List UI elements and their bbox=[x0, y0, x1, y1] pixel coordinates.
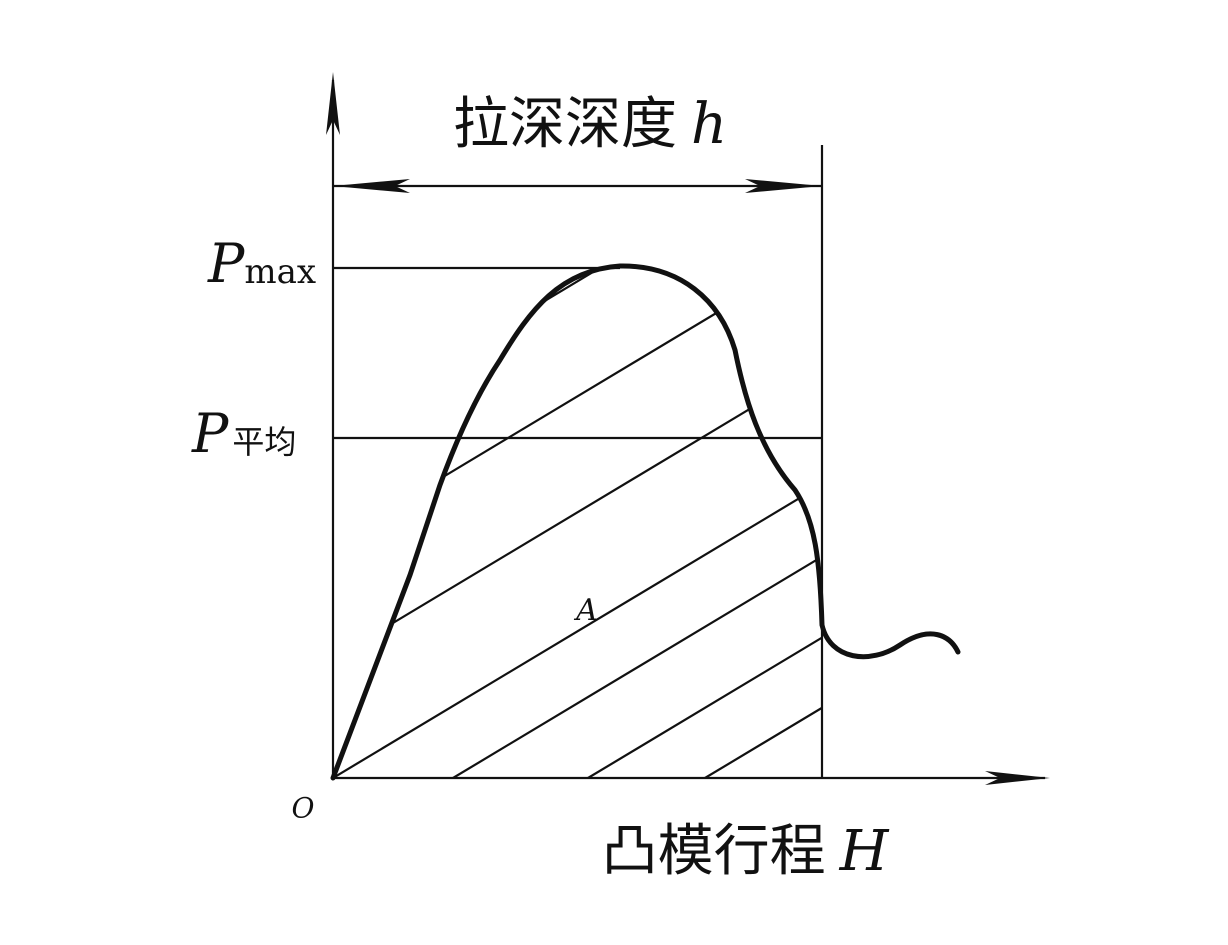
origin-label: O bbox=[292, 792, 315, 825]
x-axis-label: 凸模行程 H bbox=[602, 819, 890, 884]
dimension-arrow bbox=[745, 179, 822, 193]
title: 拉深深度 h bbox=[453, 92, 727, 157]
title-text: 拉深深度 bbox=[453, 92, 677, 157]
p-symbol: P bbox=[191, 402, 230, 465]
x-axis-text: 凸模行程 bbox=[602, 819, 826, 884]
p-avg-label: P 平均 bbox=[191, 402, 296, 465]
x-axis-variable: H bbox=[839, 819, 890, 884]
p-symbol: P bbox=[207, 232, 246, 295]
x-axis-arrow bbox=[985, 771, 1050, 785]
p-subscript: 平均 bbox=[232, 423, 296, 461]
force-curve bbox=[330, 263, 961, 781]
p-subscript: max bbox=[244, 252, 316, 292]
area-label: A bbox=[573, 593, 598, 628]
y-axis-arrow bbox=[326, 72, 340, 135]
p-max-label: Pmax bbox=[207, 232, 316, 295]
hatching bbox=[333, 265, 822, 778]
title-variable: h bbox=[691, 92, 727, 157]
dimension-arrow bbox=[333, 179, 410, 193]
